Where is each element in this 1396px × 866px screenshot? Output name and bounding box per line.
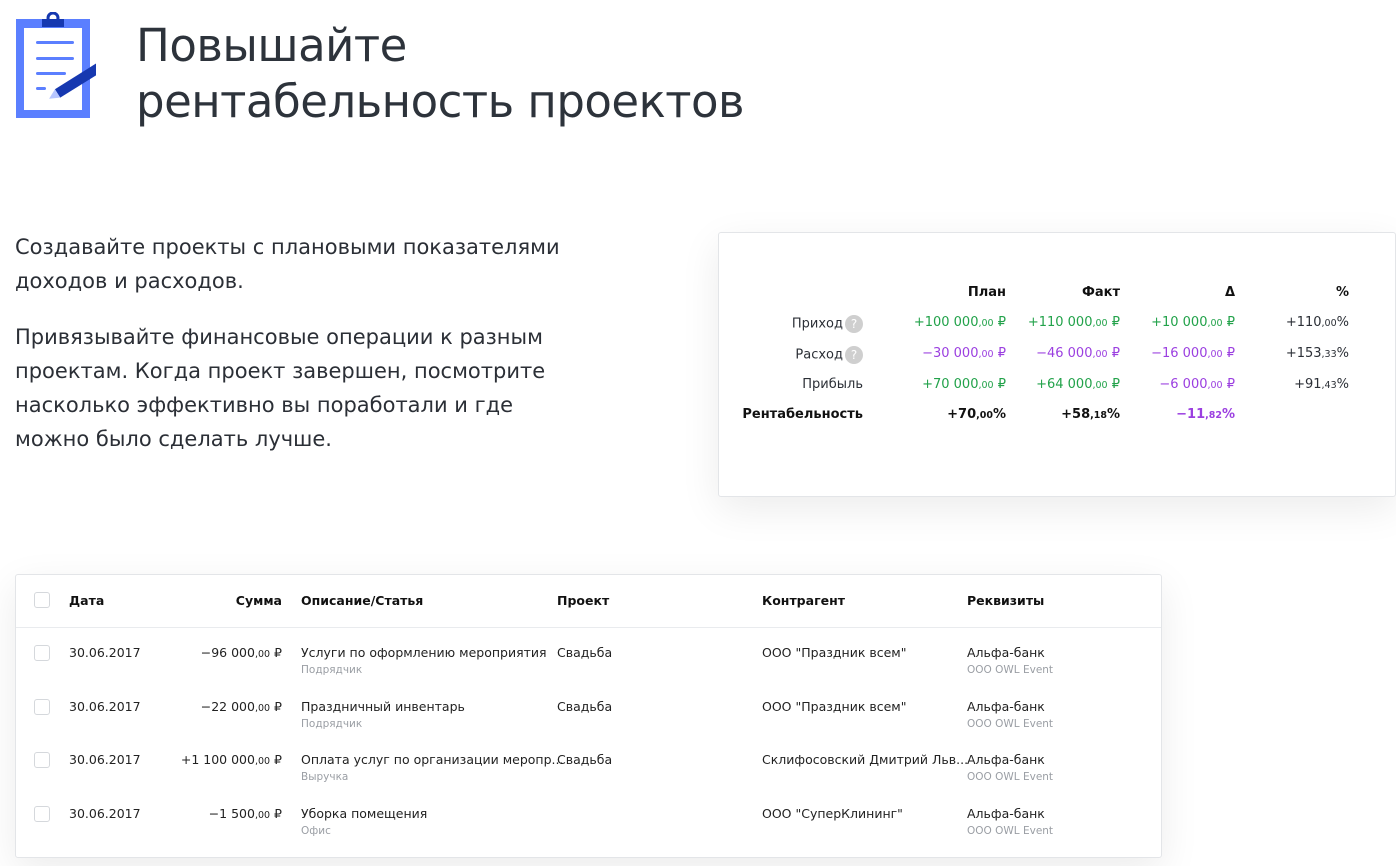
row-company: ООО OWL Event — [967, 664, 1054, 676]
col-sum[interactable]: Сумма — [235, 593, 282, 608]
row-company: ООО OWL Event — [967, 824, 1054, 837]
row-description[interactable]: Услуги по оформлению мероприятия — [301, 645, 547, 660]
row-date: 30.06.2017 — [69, 805, 141, 821]
row-date: 30.06.2017 — [69, 645, 141, 660]
summary-value: +64 000,00 ₽ — [1036, 377, 1120, 392]
summary-value: +70,00% — [947, 407, 1006, 422]
summary-value: −30 000,00 ₽ — [922, 346, 1006, 361]
intro-paragraph-1: Создавайте проекты с плановыми показател… — [15, 235, 560, 293]
row-company: ООО OWL Event — [967, 717, 1054, 730]
col-requisites[interactable]: Реквизиты — [967, 593, 1045, 608]
help-icon[interactable]: ? — [845, 346, 863, 364]
col-desc[interactable]: Описание/Статья — [301, 593, 424, 608]
summary-row: Расход? −30 000,00 ₽ −46 000,00 ₽ −16 000,0… — [719, 346, 1395, 366]
summary-value: +110,00% — [1285, 315, 1349, 330]
row-category: Офис — [301, 824, 331, 837]
summary-value: −11,82% — [1176, 407, 1235, 422]
row-date: 30.06.2017 — [69, 698, 141, 714]
row-description[interactable]: Оплата услуг по организации меропр... — [301, 752, 564, 767]
row-description[interactable]: Праздничный инвентарь — [301, 698, 465, 714]
row-category: Подрядчик — [301, 664, 363, 676]
row-bank: Альфа-банк — [967, 698, 1045, 714]
row-contragent: ООО "Праздник всем" — [762, 645, 907, 660]
summary-row-label: Рентабельность — [742, 407, 863, 422]
summary-row-label: Расход? — [795, 346, 863, 364]
clipboard-pencil-icon — [16, 12, 96, 118]
row-sum: −1 500,00 ₽ — [208, 805, 282, 821]
row-checkbox[interactable] — [34, 805, 50, 822]
row-project: Свадьба — [557, 645, 613, 660]
summary-row: Приход? +100 000,00 ₽ +110 000,00 ₽ +10 000… — [719, 315, 1395, 335]
row-contragent: ООО "СуперКлининг" — [762, 805, 903, 821]
row-date: 30.06.2017 — [69, 752, 141, 767]
summary-col-header: % — [1335, 285, 1349, 300]
row-checkbox[interactable] — [34, 698, 50, 715]
row-sum: −22 000,00 ₽ — [200, 698, 282, 714]
table-header: Дата Сумма Описание/Статья Проект Контра… — [16, 575, 1161, 628]
summary-value: −6 000,00 ₽ — [1159, 377, 1235, 392]
summary-value: +153,33% — [1285, 346, 1349, 361]
intro-paragraph-2: Привязывайте финансовые операции к разны… — [15, 325, 546, 451]
table-row[interactable]: 30.06.2017 −96 000,00 ₽ Услуги по оформл… — [16, 643, 1161, 693]
summary-col-header: Факт — [1081, 285, 1120, 300]
table-row[interactable]: 30.06.2017 +1 100 000,00 ₽ Оплата услуг … — [16, 750, 1161, 800]
row-contragent: ООО "Праздник всем" — [762, 698, 907, 714]
row-bank: Альфа-банк — [967, 752, 1045, 767]
summary-value: +100 000,00 ₽ — [913, 315, 1006, 330]
summary-row-label: Прибыль — [802, 377, 863, 392]
summary-value: −46 000,00 ₽ — [1036, 346, 1120, 361]
row-company: ООО OWL Event — [967, 771, 1054, 783]
summary-row: Рентабельность +70,00% +58,18% −11,82% — [719, 407, 1395, 427]
summary-header: План Факт Δ% — [719, 285, 1395, 305]
summary-row: Прибыль +70 000,00 ₽ +64 000,00 ₽ −6 000,00… — [719, 377, 1395, 397]
summary-row-label: Приход? — [792, 315, 863, 333]
summary-value: +58,18% — [1061, 407, 1120, 422]
table-row[interactable]: 30.06.2017 −22 000,00 ₽ Праздничный инве… — [16, 697, 1161, 747]
summary-value: +10 000,00 ₽ — [1151, 315, 1235, 330]
summary-value: +91,43% — [1294, 377, 1349, 392]
row-contragent: Склифосовский Дмитрий Льв... — [762, 752, 969, 767]
row-category: Подрядчик — [301, 717, 363, 730]
row-checkbox[interactable] — [34, 645, 50, 661]
operations-table: Дата Сумма Описание/Статья Проект Контра… — [15, 574, 1162, 858]
row-bank: Альфа-банк — [967, 805, 1045, 821]
help-icon[interactable]: ? — [845, 315, 863, 333]
summary-col-header: Δ — [1224, 285, 1235, 300]
row-category: Выручка — [301, 771, 349, 783]
project-profitability-card: План Факт Δ% Приход? +100 000,00 ₽ +110 000,0… — [718, 232, 1396, 497]
summary-value: −16 000,00 ₽ — [1151, 346, 1235, 361]
row-bank: Альфа-банк — [967, 645, 1045, 660]
col-date[interactable]: Дата — [69, 593, 105, 608]
select-all-checkbox[interactable] — [34, 592, 50, 608]
summary-col-header: План — [967, 285, 1006, 300]
row-description[interactable]: Уборка помещения — [301, 805, 428, 821]
row-project: Свадьба — [557, 698, 613, 714]
row-sum: −96 000,00 ₽ — [200, 645, 282, 660]
row-checkbox[interactable] — [34, 752, 50, 768]
page-title: Повышайте рентабельность проектов — [136, 19, 745, 128]
col-project[interactable]: Проект — [557, 593, 610, 608]
row-sum: +1 100 000,00 ₽ — [180, 752, 282, 767]
col-contragent[interactable]: Контрагент — [762, 593, 845, 608]
table-row[interactable]: 30.06.2017 −1 500,00 ₽ Уборка помещения … — [16, 804, 1161, 854]
summary-value: +110 000,00 ₽ — [1027, 315, 1120, 330]
summary-value: +70 000,00 ₽ — [922, 377, 1006, 392]
row-project: Свадьба — [557, 752, 613, 767]
